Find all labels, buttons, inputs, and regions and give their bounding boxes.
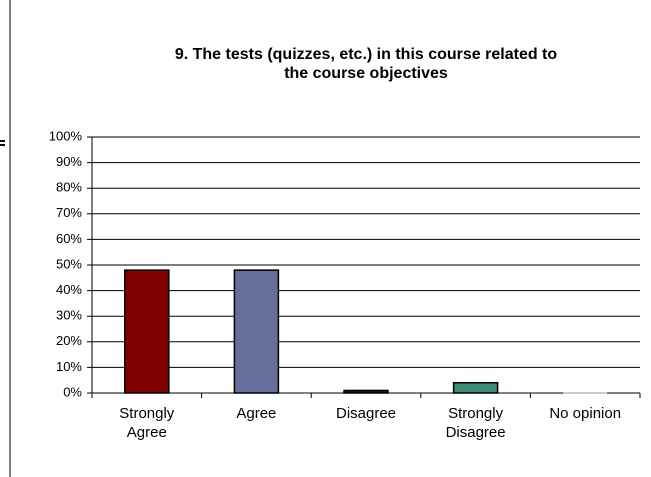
x-tick-label: Strongly Disagree	[445, 405, 506, 441]
y-tick-label: 10%	[56, 359, 82, 374]
bar	[124, 269, 170, 394]
y-tick-label: 70%	[56, 205, 82, 220]
frame-marker	[0, 140, 5, 142]
x-tick-label: Disagree	[335, 405, 397, 422]
bar	[452, 382, 499, 394]
x-tick-label: No opinion	[549, 405, 622, 422]
x-tick-label: Strongly Agree	[119, 405, 175, 441]
y-tick-label: 60%	[56, 231, 82, 246]
y-tick-label: 40%	[56, 282, 82, 297]
y-tick-label: 0%	[63, 384, 82, 399]
bar	[343, 389, 389, 394]
y-tick-label: 20%	[56, 333, 82, 348]
frame-marker	[0, 144, 5, 146]
x-tick-label: Agree	[236, 405, 277, 422]
bar	[233, 269, 280, 394]
y-tick-label: 100%	[49, 128, 83, 143]
y-tick-label: 50%	[56, 256, 82, 271]
y-tick-label: 30%	[56, 308, 82, 323]
y-tick-label: 90%	[56, 154, 82, 169]
y-tick-label: 80%	[56, 180, 82, 195]
chart-title: 9. The tests (quizzes, etc.) in this cou…	[174, 46, 558, 82]
